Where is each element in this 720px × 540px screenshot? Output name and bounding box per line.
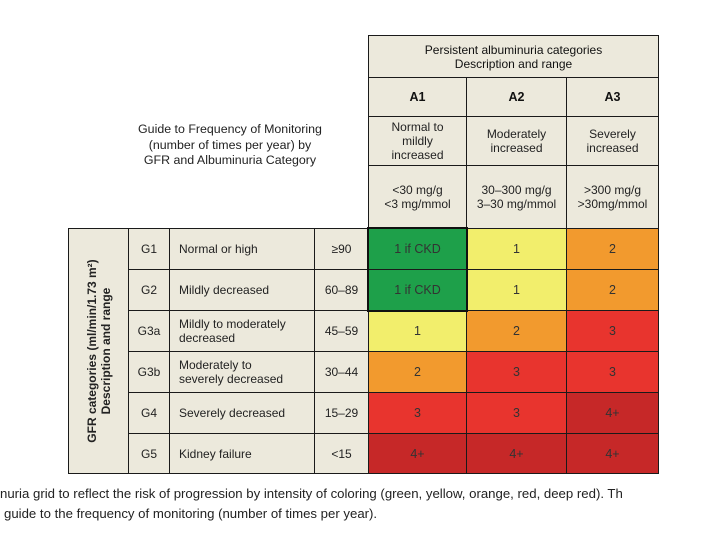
column-range-a1: <30 mg/g <3 mg/mmol — [368, 165, 467, 229]
gfr-range: 15–29 — [314, 392, 369, 434]
monitoring-cell-g3b-a3: 3 — [566, 351, 659, 393]
monitoring-cell-g3b-a1: 2 — [368, 351, 467, 393]
gfr-code-g2: G2 — [128, 269, 170, 311]
monitoring-cell-g1-a2: 1 — [466, 228, 567, 270]
monitoring-cell-g1-a1: 1 if CKD — [368, 228, 467, 270]
gfr-description: Mildly to moderately decreased — [169, 310, 315, 352]
gfr-axis-label-box: GFR categories (ml/min/1.73 m²) Descript… — [68, 228, 129, 474]
gfr-range: 45–59 — [314, 310, 369, 352]
gfr-description-line: Normal or high — [179, 242, 258, 256]
gfr-description-line: Severely decreased — [179, 406, 286, 420]
guide-title-line: Guide to Frequency of Monitoring — [138, 122, 322, 136]
gfr-description: Kidney failure — [169, 433, 315, 474]
gfr-description: Mildly decreased — [169, 269, 315, 311]
gfr-axis-label: GFR categories (ml/min/1.73 m²) Descript… — [85, 236, 113, 466]
column-description-a2: Moderately increased — [466, 116, 567, 166]
range-line: >300 mg/g — [583, 183, 642, 197]
gfr-description-line: Mildly decreased — [179, 283, 270, 297]
albuminuria-title-line: Description and range — [454, 56, 573, 71]
monitoring-cell-g2-a1: 1 if CKD — [368, 269, 467, 311]
gfr-description-line: decreased — [179, 331, 236, 345]
gfr-description-line: Kidney failure — [179, 446, 252, 461]
gfr-range: <15 — [314, 433, 369, 474]
guide-title: Guide to Frequency of Monitoring (number… — [110, 122, 350, 169]
range-line: <30 mg/g — [392, 183, 443, 197]
description-line: Moderately — [486, 127, 547, 141]
monitoring-cell-g3a-a3: 3 — [566, 310, 659, 352]
column-header-a1: A1 — [368, 77, 467, 117]
monitoring-cell-g4-a2: 3 — [466, 392, 567, 434]
gfr-code-g5: G5 — [128, 433, 170, 474]
monitoring-cell-g3a-a2: 2 — [466, 310, 567, 352]
gfr-range: ≥90 — [314, 228, 369, 270]
column-range-a3: >300 mg/g >30mg/mmol — [566, 165, 659, 229]
monitoring-cell-g4-a3: 4+ — [566, 392, 659, 434]
range-line: <3 mg/mmol — [384, 197, 451, 211]
albuminuria-header-title: Persistent albuminuria categories Descri… — [368, 35, 659, 78]
column-description-a3: Severely increased — [566, 116, 659, 166]
gfr-axis-label-line: GFR categories (ml/min/1.73 m²) — [85, 259, 99, 443]
description-line: Normal to — [391, 120, 444, 134]
range-line: 3–30 mg/mmol — [476, 197, 557, 211]
albuminuria-title-line: Persistent albuminuria categories — [424, 42, 603, 57]
monitoring-cell-g5-a3: 4+ — [566, 433, 659, 474]
gfr-description: Severely decreased — [169, 392, 315, 434]
gfr-code-g4: G4 — [128, 392, 170, 434]
monitoring-cell-g2-a2: 1 — [466, 269, 567, 311]
gfr-code-g3a: G3a — [128, 310, 170, 352]
gfr-description: Normal or high — [169, 228, 315, 270]
description-line: mildly — [402, 134, 433, 148]
guide-title-line: GFR and Albuminuria Category — [143, 153, 317, 167]
caption-line-1: nuria grid to reflect the risk of progre… — [0, 486, 623, 501]
gfr-axis-label-line: Description and range — [99, 287, 113, 415]
gfr-code-g1: G1 — [128, 228, 170, 270]
gfr-description-line: severely decreased — [179, 372, 284, 386]
monitoring-cell-g1-a3: 2 — [566, 228, 659, 270]
gfr-code-g3b: G3b — [128, 351, 170, 393]
monitoring-cell-g3b-a2: 3 — [466, 351, 567, 393]
monitoring-cell-g5-a1: 4+ — [368, 433, 467, 474]
monitoring-cell-g4-a1: 3 — [368, 392, 467, 434]
description-line: increased — [490, 141, 543, 155]
monitoring-cell-g5-a2: 4+ — [466, 433, 567, 474]
caption-line-2: guide to the frequency of monitoring (nu… — [4, 506, 378, 521]
monitoring-cell-g3a-a1: 1 — [368, 310, 467, 352]
column-description-a1: Normal to mildly increased — [368, 116, 467, 166]
column-header-a2: A2 — [466, 77, 567, 117]
description-line: Severely — [589, 127, 636, 141]
range-line: 30–300 mg/g — [481, 183, 552, 197]
range-line: >30mg/mmol — [577, 197, 648, 211]
guide-title-line: (number of times per year) by — [148, 137, 312, 152]
gfr-range: 30–44 — [314, 351, 369, 393]
column-header-a3: A3 — [566, 77, 659, 117]
gfr-description-line: Moderately to — [179, 358, 252, 372]
description-line: increased — [586, 141, 639, 155]
column-range-a2: 30–300 mg/g 3–30 mg/mmol — [466, 165, 567, 229]
gfr-description: Moderately to severely decreased — [169, 351, 315, 393]
gfr-description-line: Mildly to moderately — [179, 317, 286, 331]
monitoring-cell-g2-a3: 2 — [566, 269, 659, 311]
description-line: increased — [391, 148, 444, 162]
gfr-range: 60–89 — [314, 269, 369, 311]
